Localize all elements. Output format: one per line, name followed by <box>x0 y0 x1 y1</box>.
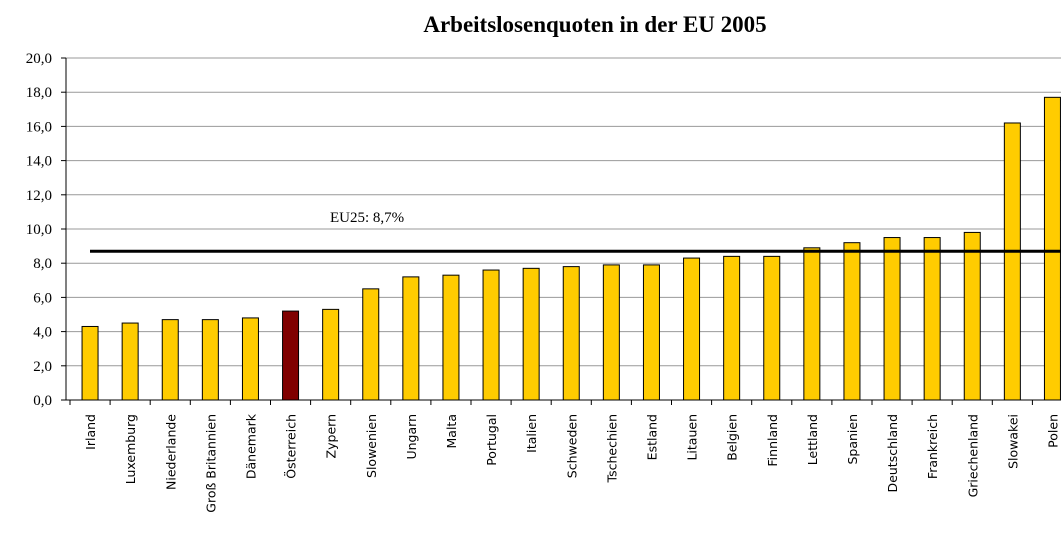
x-tick-label: Malta <box>444 414 459 448</box>
bar <box>843 242 861 401</box>
x-tick-label: Portugal <box>484 414 499 466</box>
x-tick-label: Frankreich <box>925 414 940 479</box>
y-tick-label: 6,0 <box>33 290 52 306</box>
bar <box>723 255 741 401</box>
y-tick-label: 8,0 <box>33 256 52 272</box>
x-tick-label: Finnland <box>765 414 780 467</box>
bar <box>562 266 580 401</box>
x-tick-label: Niederlande <box>163 414 178 490</box>
bar <box>683 257 701 401</box>
x-tick-label: Belgien <box>725 414 740 461</box>
x-tick-label: Österreich <box>283 414 299 479</box>
bar <box>1003 122 1021 401</box>
x-tick-label: Tschechien <box>604 414 619 483</box>
y-tick-label: 10,0 <box>26 222 52 238</box>
bar <box>201 319 219 401</box>
y-tick-label: 16,0 <box>26 119 52 135</box>
bar <box>282 310 300 401</box>
bar <box>161 319 179 401</box>
y-tick-label: 18,0 <box>26 85 52 101</box>
x-tick-label: Spanien <box>845 414 860 465</box>
x-tick-label: Slowenien <box>364 414 379 478</box>
bar <box>442 274 460 401</box>
bar <box>883 237 901 401</box>
x-tick-label: Ungarn <box>404 414 419 460</box>
x-tick-label: Slowakei <box>1005 414 1020 469</box>
x-tick-label: Schweden <box>564 414 579 478</box>
x-tick-label: Deutschland <box>885 414 900 492</box>
bar <box>362 288 380 401</box>
annotation: EU25: 8,7% <box>330 210 404 226</box>
bar <box>1043 96 1061 401</box>
bar <box>81 325 99 401</box>
bar <box>121 322 139 401</box>
chart-title: Arbeitslosenquoten in der EU 2005 <box>423 12 766 37</box>
x-tick-label: Luxemburg <box>123 414 138 484</box>
bar <box>763 255 781 401</box>
x-tick-label: Dänemark <box>243 413 258 479</box>
y-tick-label: 14,0 <box>26 154 52 170</box>
y-tick-label: 4,0 <box>33 325 52 341</box>
x-tick-label: Griechenland <box>965 414 980 497</box>
bar <box>522 267 540 401</box>
bar <box>963 231 981 401</box>
bar <box>482 269 500 401</box>
y-tick-label: 0,0 <box>33 393 52 409</box>
x-tick-label: Italien <box>524 414 539 453</box>
y-tick-label: 12,0 <box>26 188 52 204</box>
x-tick-label: Zypern <box>324 414 339 458</box>
bar <box>803 247 821 401</box>
x-tick-label: Litauen <box>685 414 700 461</box>
y-tick-label: 20,0 <box>26 51 52 67</box>
bar <box>402 276 420 401</box>
bar <box>322 308 340 401</box>
x-tick-label: Irland <box>83 414 98 450</box>
x-tick-label: Estland <box>644 414 659 460</box>
x-tick-label: Groß Britannien <box>203 414 218 513</box>
x-tick-label: Lettland <box>805 414 820 465</box>
bar <box>602 264 620 401</box>
x-tick-label: Polen <box>1045 414 1060 448</box>
y-tick-label: 2,0 <box>33 359 52 375</box>
bar <box>923 237 941 401</box>
bar <box>241 317 259 401</box>
bar <box>642 264 660 401</box>
